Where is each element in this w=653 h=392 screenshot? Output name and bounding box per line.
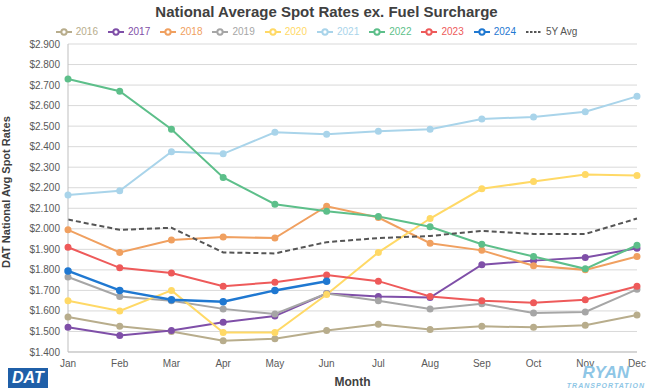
svg-text:$2.700: $2.700: [29, 80, 60, 91]
html-text:2019: 2019: [232, 25, 255, 37]
svg-text:Jun: Jun: [319, 358, 335, 369]
svg-text:Apr: Apr: [215, 358, 231, 369]
svg-text:$2.800: $2.800: [29, 59, 60, 70]
svg-text:Dec: Dec: [628, 358, 645, 369]
html-text:5Y Avg: 5Y Avg: [546, 25, 578, 37]
html-text:TRANSPORTATION: TRANSPORTATION: [566, 382, 645, 389]
svg-text:Jul: Jul: [372, 358, 385, 369]
html-text:2018: 2018: [180, 25, 203, 37]
svg-text:$2.600: $2.600: [29, 100, 60, 111]
html-text:DAT: DAT: [12, 369, 44, 386]
svg-text:$2.100: $2.100: [29, 203, 60, 214]
svg-text:$2.200: $2.200: [29, 182, 60, 193]
svg-text:$1.500: $1.500: [29, 326, 60, 337]
html-text:2024: 2024: [493, 25, 516, 37]
svg-text:$2.500: $2.500: [29, 121, 60, 132]
html-text:2017: 2017: [128, 25, 151, 37]
svg-text:$1.400: $1.400: [29, 347, 60, 358]
svg-text:$1.600: $1.600: [29, 305, 60, 316]
html-text:2022: 2022: [389, 25, 412, 37]
svg-text:Month: Month: [335, 375, 371, 389]
svg-text:$1.700: $1.700: [29, 285, 60, 296]
svg-text:Aug: Aug: [421, 358, 439, 369]
svg-text:Feb: Feb: [111, 358, 129, 369]
html-text:RYAN: RYAN: [582, 363, 630, 382]
html-text:2016: 2016: [75, 25, 98, 37]
html-text:2021: 2021: [337, 25, 360, 37]
svg-text:Oct: Oct: [526, 358, 542, 369]
svg-text:$1.900: $1.900: [29, 244, 60, 255]
svg-text:Jan: Jan: [60, 358, 76, 369]
svg-text:DAT National Avg Spot Rates: DAT National Avg Spot Rates: [8, 116, 12, 268]
svg-text:$2.000: $2.000: [29, 223, 60, 234]
svg-text:Sep: Sep: [473, 358, 491, 369]
html-text:2020: 2020: [284, 25, 307, 37]
svg-text:May: May: [265, 358, 284, 369]
html-text:National Average Spot Rates ex: National Average Spot Rates ex. Fuel Sur…: [155, 3, 498, 20]
svg-text:$2.400: $2.400: [29, 141, 60, 152]
svg-text:$1.800: $1.800: [29, 264, 60, 275]
html-text:2023: 2023: [441, 25, 464, 37]
svg-text:$2.300: $2.300: [29, 162, 60, 173]
svg-text:$2.900: $2.900: [29, 39, 60, 50]
svg-text:Mar: Mar: [163, 358, 181, 369]
